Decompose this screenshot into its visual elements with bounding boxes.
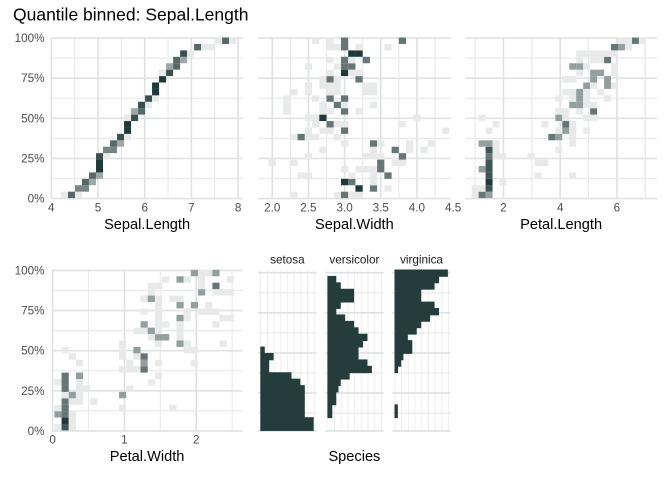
svg-text:Sepal.Width: Sepal.Width	[315, 217, 394, 233]
svg-text:5: 5	[95, 201, 102, 214]
svg-text:75%: 75%	[21, 72, 44, 85]
svg-text:2: 2	[193, 434, 200, 447]
svg-text:25%: 25%	[21, 153, 44, 166]
svg-text:0: 0	[49, 434, 56, 447]
svg-text:2: 2	[500, 201, 507, 214]
svg-text:50%: 50%	[21, 345, 44, 358]
svg-text:2.0: 2.0	[264, 201, 281, 214]
svg-text:2.5: 2.5	[300, 201, 317, 214]
svg-text:3.5: 3.5	[373, 201, 390, 214]
svg-text:Quantile binned: Sepal.Length: Quantile binned: Sepal.Length	[13, 5, 248, 25]
svg-text:versicolor: versicolor	[329, 253, 379, 266]
svg-text:1: 1	[121, 434, 128, 447]
svg-text:7: 7	[188, 201, 195, 214]
svg-text:Species: Species	[328, 449, 380, 465]
svg-text:virginica: virginica	[400, 253, 443, 266]
svg-text:4: 4	[557, 201, 564, 214]
svg-text:0%: 0%	[28, 425, 45, 438]
svg-text:4.5: 4.5	[445, 201, 462, 214]
svg-text:Petal.Width: Petal.Width	[110, 449, 185, 465]
svg-text:8: 8	[235, 201, 242, 214]
svg-text:setosa: setosa	[270, 253, 305, 266]
svg-text:Sepal.Length: Sepal.Length	[104, 217, 190, 233]
svg-text:25%: 25%	[21, 385, 44, 398]
svg-text:50%: 50%	[21, 112, 44, 125]
svg-text:100%: 100%	[15, 264, 45, 277]
svg-text:75%: 75%	[21, 305, 44, 318]
svg-text:6: 6	[141, 201, 148, 214]
svg-text:6: 6	[614, 201, 621, 214]
svg-text:Petal.Length: Petal.Length	[520, 217, 602, 233]
svg-text:4: 4	[48, 201, 55, 214]
svg-text:3.0: 3.0	[336, 201, 353, 214]
svg-text:0%: 0%	[28, 193, 45, 206]
svg-text:4.0: 4.0	[409, 201, 426, 214]
svg-text:100%: 100%	[15, 32, 45, 45]
